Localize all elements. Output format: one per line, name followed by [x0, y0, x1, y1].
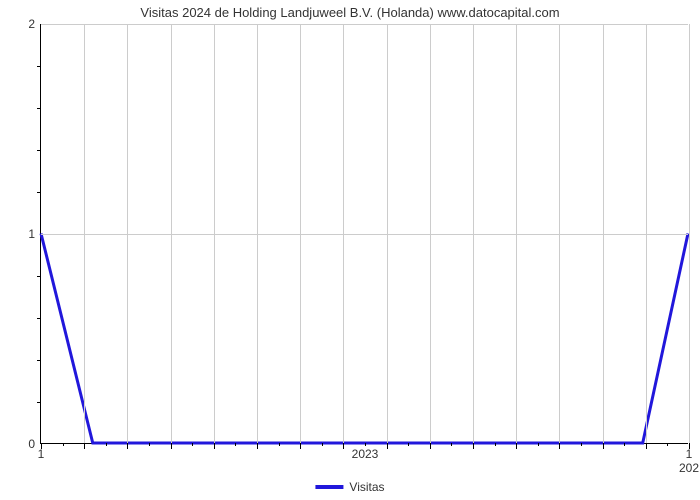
gridline-v: [171, 24, 172, 443]
x-major-tick: [473, 443, 474, 449]
gridline-v: [646, 24, 647, 443]
chart-container: Visitas 2024 de Holding Landjuweel B.V. …: [0, 0, 700, 500]
gridline-v: [127, 24, 128, 443]
x-minor-tick: [235, 443, 236, 446]
gridline-h: [41, 24, 688, 25]
gridline-h: [41, 234, 688, 235]
x-tick-label: 2023: [352, 447, 379, 461]
x-major-tick: [257, 443, 258, 449]
gridline-v: [603, 24, 604, 443]
gridline-v: [257, 24, 258, 443]
x-minor-tick: [149, 443, 150, 446]
x-tick-label: 1: [38, 447, 45, 461]
y-tick-label: 2: [28, 17, 35, 31]
x-major-tick: [646, 443, 647, 449]
plot-area: 012120231202: [40, 24, 688, 444]
gridline-v: [473, 24, 474, 443]
gridline-v: [516, 24, 517, 443]
y-minor-tick: [37, 360, 41, 361]
x-minor-tick: [451, 443, 452, 446]
gridline-v: [559, 24, 560, 443]
x-major-tick: [387, 443, 388, 449]
x-major-tick: [127, 443, 128, 449]
y-minor-tick: [37, 108, 41, 109]
x-minor-tick: [495, 443, 496, 446]
y-minor-tick: [37, 402, 41, 403]
x-major-tick: [516, 443, 517, 449]
x-major-tick: [171, 443, 172, 449]
x-major-tick: [430, 443, 431, 449]
x-minor-tick: [624, 443, 625, 446]
y-tick-label: 1: [28, 227, 35, 241]
chart-title-text: Visitas 2024 de Holding Landjuweel B.V. …: [140, 5, 559, 20]
gridline-v: [387, 24, 388, 443]
gridline-v: [689, 24, 690, 443]
x-minor-tick: [667, 443, 668, 446]
x-minor-tick: [581, 443, 582, 446]
x-major-tick: [84, 443, 85, 449]
gridline-v: [300, 24, 301, 443]
x-minor-tick: [279, 443, 280, 446]
gridline-v: [84, 24, 85, 443]
legend-swatch: [315, 485, 343, 489]
x-major-tick: [603, 443, 604, 449]
legend-label: Visitas: [349, 480, 384, 494]
y-minor-tick: [37, 66, 41, 67]
y-minor-tick: [37, 150, 41, 151]
x-minor-tick: [365, 443, 366, 446]
y-tick-label: 0: [28, 437, 35, 451]
y-minor-tick: [37, 192, 41, 193]
x-major-tick: [214, 443, 215, 449]
x-minor-tick: [106, 443, 107, 446]
x-minor-tick: [322, 443, 323, 446]
gridline-v: [430, 24, 431, 443]
x-major-tick: [343, 443, 344, 449]
visitas-line: [41, 234, 688, 444]
y-minor-tick: [37, 276, 41, 277]
x-minor-tick: [408, 443, 409, 446]
chart-title: Visitas 2024 de Holding Landjuweel B.V. …: [0, 4, 700, 22]
x-tick-label: 1: [686, 447, 693, 461]
legend: Visitas: [315, 480, 384, 494]
y-minor-tick: [37, 318, 41, 319]
x-tick-label: 202: [679, 461, 699, 475]
gridline-v: [214, 24, 215, 443]
x-major-tick: [300, 443, 301, 449]
x-major-tick: [559, 443, 560, 449]
x-minor-tick: [63, 443, 64, 446]
x-minor-tick: [538, 443, 539, 446]
gridline-v: [343, 24, 344, 443]
x-minor-tick: [192, 443, 193, 446]
